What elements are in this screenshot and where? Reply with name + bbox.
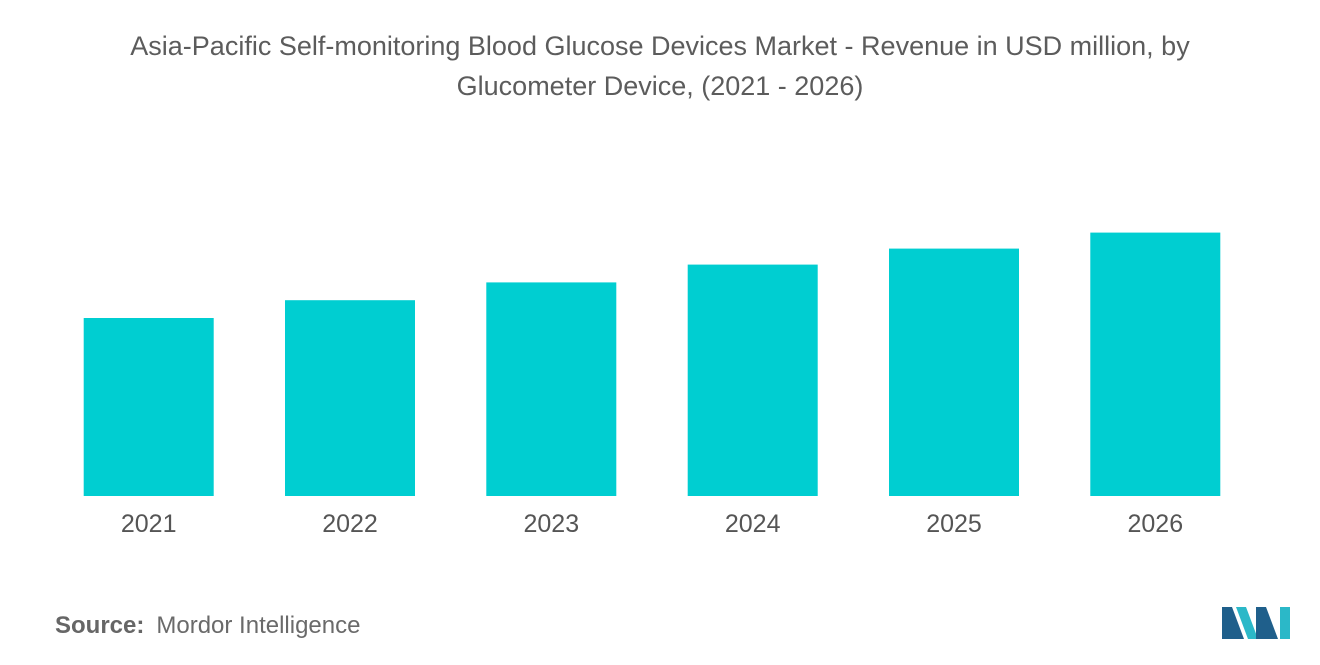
source-note: Source: Mordor Intelligence xyxy=(55,612,360,640)
bar-2024 xyxy=(687,264,818,496)
chart-title-line-1: Asia-Pacific Self-monitoring Blood Gluco… xyxy=(130,31,1190,61)
x-tick-label-2023: 2023 xyxy=(523,510,579,538)
bar-2023 xyxy=(486,282,617,496)
chart-title: Asia-Pacific Self-monitoring Blood Gluco… xyxy=(0,26,1320,106)
x-tick-label-2026: 2026 xyxy=(1127,510,1183,538)
x-tick-label-2025: 2025 xyxy=(926,510,982,538)
bar-2025 xyxy=(889,248,1019,496)
mordor-intelligence-logo-icon xyxy=(1222,607,1290,639)
bar-2022 xyxy=(285,300,415,496)
source-value: Mordor Intelligence xyxy=(156,612,361,639)
x-tick-label-2024: 2024 xyxy=(725,510,781,538)
bar-2026 xyxy=(1090,232,1221,496)
x-tick-label-2021: 2021 xyxy=(121,510,177,538)
x-tick-label-2022: 2022 xyxy=(322,510,378,538)
bar-2021 xyxy=(83,318,214,496)
source-label: Source: xyxy=(55,612,145,639)
chart-title-line-2: Glucometer Device, (2021 - 2026) xyxy=(456,71,864,101)
